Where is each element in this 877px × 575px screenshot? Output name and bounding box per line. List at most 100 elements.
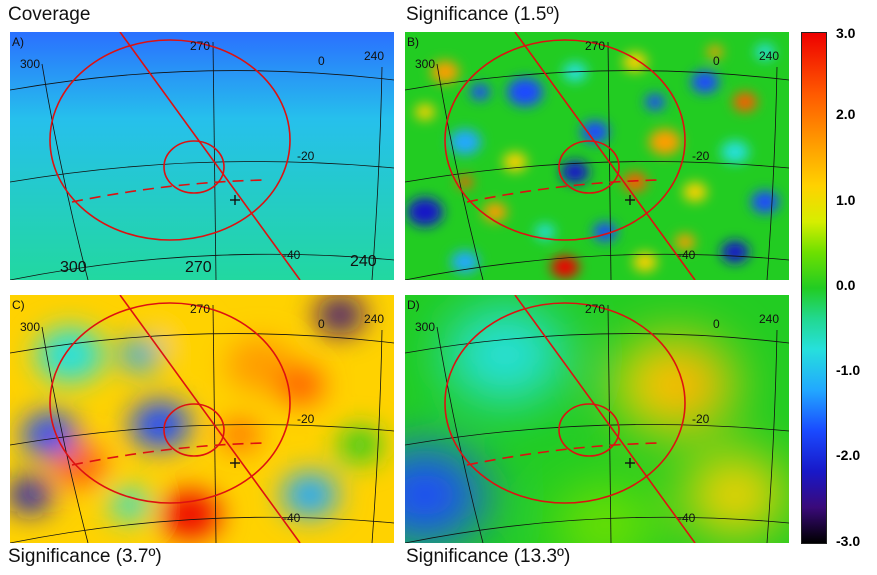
significance-blob [316, 295, 364, 335]
diagonal-line [119, 32, 301, 280]
colorbar-tick: 2.0 [836, 106, 856, 122]
dec-label-0: 0 [713, 54, 720, 68]
significance-blob [449, 129, 481, 155]
significance-blob [535, 224, 555, 240]
ra-label-300: 300 [415, 57, 435, 71]
significance-blob [733, 92, 757, 112]
ra-label-300: 300 [415, 320, 435, 334]
ra-label-270: 270 [190, 302, 210, 316]
panel-label: B) [407, 35, 419, 49]
panel-a-title: Coverage [8, 4, 91, 25]
significance-blob [451, 250, 479, 274]
diagonal-line [514, 295, 696, 543]
dashed-line [71, 442, 266, 466]
dashed-line [466, 179, 661, 203]
colorbar [801, 32, 827, 544]
significance-blob [623, 52, 647, 72]
dec-line-0 [10, 333, 394, 354]
significance-blob [405, 447, 485, 543]
panel-b: B) 270 300 240 0 -20 -40 [405, 32, 789, 280]
colorbar-tick: -2.0 [836, 447, 861, 463]
dec-line-m40 [405, 253, 789, 280]
significance-blob [555, 485, 655, 543]
large-circle [444, 39, 686, 241]
significance-blob [551, 255, 579, 279]
dec-line-m40 [10, 253, 394, 280]
dashed-line [71, 179, 266, 203]
small-circle [558, 140, 620, 194]
small-circle [163, 140, 225, 194]
ra-label-240: 240 [759, 312, 779, 326]
significance-blob [593, 222, 617, 242]
significance-blob [54, 444, 106, 486]
significance-blob [160, 491, 220, 539]
significance-blob [751, 190, 779, 214]
large-circle [444, 302, 686, 504]
diagonal-line [514, 32, 696, 280]
ra-line-240 [766, 66, 778, 280]
ra-label-270: 270 [585, 302, 605, 316]
dec-line-m40 [405, 516, 789, 543]
dec-line-0 [405, 333, 789, 354]
dec-label-m20: -20 [297, 412, 315, 426]
large-circle [49, 302, 291, 504]
significance-blob [561, 160, 589, 184]
significance-blob [649, 129, 681, 155]
overlay [49, 295, 301, 543]
colorbar-tick: 3.0 [836, 25, 856, 41]
dec-label-0: 0 [713, 317, 720, 331]
coverage-map [10, 32, 394, 280]
significance-blob [470, 84, 490, 100]
ra-line-240 [766, 329, 778, 543]
panel-d-title: Significance (13.3º) [406, 546, 571, 567]
significance-blob [276, 365, 324, 405]
significance-blob [222, 420, 258, 450]
colorbar-tick: -1.0 [836, 362, 861, 378]
dec-label-m40: -40 [283, 248, 301, 262]
significance-blob [415, 104, 435, 120]
significance-blob [691, 70, 719, 94]
significance-blob [581, 120, 609, 144]
panel-label: A) [12, 35, 24, 49]
significance-blob [655, 361, 715, 409]
dec-label-0: 0 [318, 317, 325, 331]
significance-blob [445, 307, 565, 403]
significance-blob [721, 140, 749, 164]
ra-label-240-bottom: 240 [350, 253, 377, 270]
coordinate-grid [405, 41, 789, 280]
ra-line-300 [41, 63, 89, 280]
significance-blob [130, 401, 190, 449]
ra-label-270: 270 [585, 39, 605, 53]
dec-label-m20: -20 [692, 149, 710, 163]
panel-c-title: Significance (3.7º) [8, 546, 162, 567]
panel-a: A) 270 300 240 0 -20 -40 300 270 240 [10, 32, 394, 280]
ra-label-300: 300 [20, 57, 40, 71]
colorbar-tick: -3.0 [836, 533, 861, 549]
dec-line-m20 [405, 424, 789, 446]
significance-blob [507, 77, 543, 107]
ra-label-240: 240 [364, 49, 384, 63]
significance-blob [483, 202, 507, 222]
dec-label-m40: -40 [283, 511, 301, 525]
significance-blob [338, 427, 382, 463]
overlay [444, 295, 696, 543]
ra-label-300: 300 [20, 320, 40, 334]
significance-blob [707, 45, 723, 59]
dashed-line [466, 442, 661, 466]
significance-blob [110, 489, 150, 521]
dec-label-m20: -20 [692, 412, 710, 426]
significance-blob [431, 60, 459, 84]
dec-line-m20 [10, 161, 394, 183]
panel-b-title: Significance (1.5º) [406, 4, 560, 25]
ra-label-240: 240 [759, 49, 779, 63]
small-circle [163, 403, 225, 457]
significance-blob [755, 44, 775, 60]
dec-label-m20: -20 [297, 149, 315, 163]
dec-line-0 [10, 70, 394, 91]
significance-blob [633, 252, 657, 272]
panel-label: C) [12, 298, 25, 312]
panel-label: D) [407, 298, 420, 312]
panel-d: D) 270 300 240 0 -20 -40 [405, 295, 789, 543]
ra-label-270: 270 [190, 39, 210, 53]
ra-line-300 [41, 326, 89, 543]
